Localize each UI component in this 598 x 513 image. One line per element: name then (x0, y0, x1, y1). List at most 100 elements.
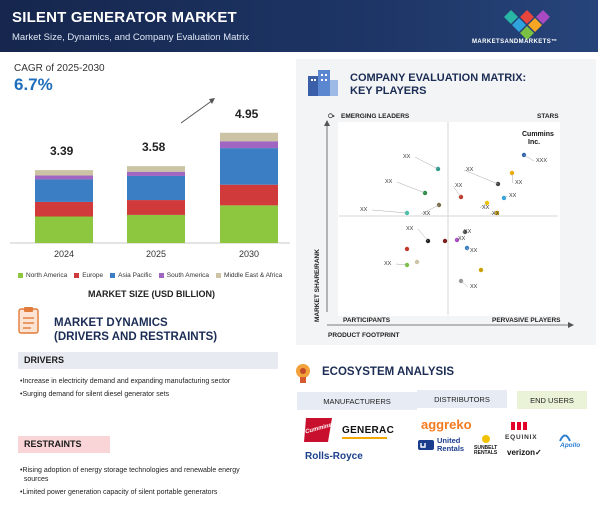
equinix-mark-icon (511, 422, 527, 430)
legend-label: Asia Pacific (118, 272, 152, 279)
matrix-company-label: XX (492, 211, 500, 217)
x-tick-label-2025: 2025 (146, 249, 167, 259)
matrix-company-point (422, 190, 428, 196)
distributors-header: DISTRIBUTORS (417, 390, 507, 408)
bar-segment-south-america-2025 (127, 171, 185, 176)
matrix-company-label: XX (403, 154, 411, 160)
sunbelt-line1: SUNBELT (474, 445, 498, 451)
legend-item: Middle East & Africa (216, 272, 282, 279)
chart-legend: North America Europe Asia Pacific South Ame… (18, 272, 282, 279)
legend-swatch (216, 273, 222, 278)
matrix-leader-line (523, 154, 535, 162)
matrix-company-label: XX (423, 211, 431, 217)
matrix-leader-line (455, 238, 458, 241)
matrix-leader-line (479, 202, 488, 209)
leader-name-line2: Inc. (528, 139, 541, 146)
bar-segment-north-america-2025 (127, 214, 185, 243)
matrix-leader-line (463, 169, 499, 185)
matrix-company-label: XX (385, 179, 393, 185)
logo-text: MARKETSANDMARKETS™ (472, 39, 558, 45)
bar-segment-middle-east-africa-2030 (220, 132, 278, 142)
matrix-company-label: XX (464, 229, 472, 235)
matrix-leader-line (503, 195, 508, 199)
bar-total-2030: 4.95 (235, 106, 259, 121)
legend-swatch (18, 273, 23, 278)
matrix-company-label: XX (455, 183, 463, 189)
bar-segment-south-america-2024 (35, 175, 93, 180)
quadrant-pervasive-players: PERVASIVE PLAYERS (492, 317, 561, 324)
apollo-mark-icon (559, 434, 571, 442)
matrix-company-point (404, 210, 410, 216)
matrix-company-point (442, 238, 448, 244)
page-title: SILENT GENERATOR MARKET (12, 9, 237, 26)
generac-underline (342, 437, 387, 439)
bar-segment-north-america-2024 (35, 216, 93, 243)
matrix-company-label: XX (466, 167, 474, 173)
leader-name-line1: Cummins (522, 131, 554, 138)
matrix-company-label: XX (458, 236, 466, 242)
united-rentals-icon (418, 440, 434, 450)
bar-segment-south-america-2030 (220, 141, 278, 149)
bar-total-2025: 3.58 (142, 140, 166, 155)
matrix-leader-line (489, 212, 498, 215)
bar-segment-middle-east-africa-2025 (127, 166, 185, 172)
restraint-item-continuation: sources (20, 476, 49, 483)
apollo-logo: Apollo (560, 442, 581, 449)
x-tick-label-2030: 2030 (239, 249, 260, 259)
matrix-company-point (478, 267, 484, 273)
united-rentals-logo: United Rentals (437, 437, 464, 453)
page-subtitle: Market Size, Dynamics, and Company Evalu… (12, 32, 250, 43)
buildings-icon (308, 70, 338, 96)
legend-swatch (74, 273, 80, 278)
legend-item: North America (18, 272, 67, 279)
x-tick-label-2024: 2024 (54, 249, 75, 259)
legend-item: Europe (74, 272, 103, 279)
legend-swatch (158, 273, 164, 278)
chevron-icon: ⧂ (328, 113, 335, 120)
market-dynamics-title-line1: MARKET DYNAMICS (54, 317, 168, 329)
chart-axis-label: MARKET SIZE (USD BILLION) (88, 289, 215, 299)
manufacturers-header: MANUFACTURERS (297, 392, 417, 410)
matrix-y-axis-label: MARKET SHARE/RANK (314, 249, 321, 322)
legend-label: Europe (82, 272, 104, 279)
cagr-label: CAGR of 2025-2030 (14, 63, 105, 74)
matrix-leader-line (395, 263, 408, 266)
matrix-leader-line (396, 181, 426, 194)
matrix-company-point (404, 246, 410, 252)
matrix-company-label: XXX (536, 158, 548, 164)
bar-total-2024: 3.39 (50, 144, 74, 159)
quadrant-participants: PARTICIPANTS (343, 317, 391, 324)
matrix-leader-line (414, 156, 439, 170)
legend-label: Middle East & Africa (224, 272, 283, 279)
clipboard-icon (18, 307, 39, 334)
united-rentals-line1: United (437, 436, 461, 445)
header-banner (0, 0, 598, 52)
driver-item: •Increase in electricity demand and expa… (20, 378, 231, 385)
legend-item: Asia Pacific (110, 272, 152, 279)
bar-segment-north-america-2030 (220, 205, 278, 243)
matrix-company-label: XX (482, 205, 490, 211)
matrix-leader-line (460, 280, 469, 288)
bar-segment-asia-pacific-2025 (127, 175, 185, 201)
verizon-logo: verizon✓ (507, 448, 542, 457)
legend-label: South America (166, 272, 210, 279)
matrix-title-line2: KEY PLAYERS (350, 85, 427, 97)
matrix-company-point (495, 181, 501, 187)
bar-segment-europe-2030 (220, 184, 278, 206)
matrix-company-label: XX (515, 180, 523, 186)
quadrant-stars: STARS (537, 113, 559, 120)
growth-arrow-icon (180, 98, 215, 124)
driver-item: •Surging demand for silent diesel genera… (20, 391, 170, 398)
matrix-grid (324, 120, 574, 328)
matrix-company-point (501, 195, 507, 201)
matrix-leader-line (417, 228, 429, 242)
marketsandmarkets-logo (504, 10, 550, 40)
matrix-leader-line (511, 172, 514, 184)
leader-cummins: Cummins Inc. (522, 131, 554, 147)
sunbelt-rentals-logo: SUNBELT RENTALS (474, 446, 497, 456)
matrix-company-point (414, 259, 420, 265)
restraint-item: •Limited power generation capacity of si… (20, 489, 218, 496)
united-rentals-line2: Rentals (437, 444, 465, 453)
generac-logo: GENERAC (342, 425, 395, 436)
drivers-header: DRIVERS (18, 352, 278, 369)
